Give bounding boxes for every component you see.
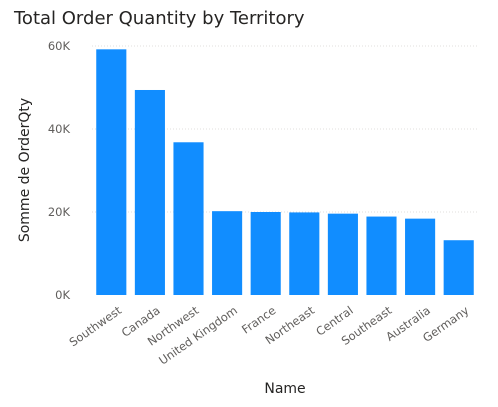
y-axis-ticks: 0K 20K 40K 60K: [48, 39, 71, 302]
y-tick-label: 60K: [48, 39, 71, 53]
bar[interactable]: [96, 49, 127, 295]
bar[interactable]: [212, 211, 243, 295]
y-tick-label: 0K: [55, 288, 70, 302]
bar[interactable]: [134, 89, 165, 296]
bar[interactable]: [173, 142, 204, 295]
x-tick-label: Southwest: [67, 303, 125, 349]
bar[interactable]: [327, 213, 358, 295]
y-axis-title: Somme de OrderQty: [17, 98, 33, 242]
bar[interactable]: [250, 212, 281, 295]
bar[interactable]: [405, 218, 436, 295]
chart-title: Total Order Quantity by Territory: [14, 8, 305, 29]
x-axis-title: Name: [264, 381, 305, 397]
gridlines: [92, 45, 478, 213]
bars: [96, 49, 474, 296]
bar[interactable]: [289, 212, 320, 295]
y-tick-label: 20K: [48, 205, 71, 219]
bar[interactable]: [443, 240, 474, 295]
bar[interactable]: [366, 216, 397, 295]
y-tick-label: 40K: [48, 122, 71, 136]
